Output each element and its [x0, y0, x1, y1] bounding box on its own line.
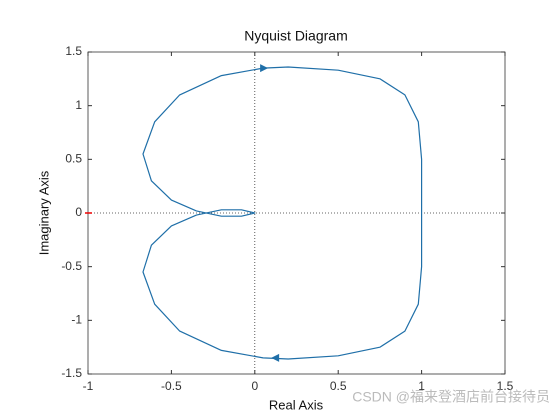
watermark: CSDN @福来登酒店前台接待员	[352, 389, 550, 405]
y-tick-label: -1	[71, 313, 82, 327]
x-axis-label: Real Axis	[269, 397, 324, 412]
y-tick-label: 1.5	[65, 44, 82, 58]
nyquist-curve	[142, 66, 423, 360]
x-tick-label: 0	[251, 379, 258, 393]
y-tick-label: 0.5	[65, 152, 82, 166]
x-tick-label: -0.5	[161, 379, 182, 393]
y-tick-label: -1.5	[61, 366, 82, 380]
x-tick-label: 0.5	[330, 379, 347, 393]
direction-arrow	[260, 64, 269, 73]
y-tick-label: -0.5	[61, 259, 82, 273]
y-tick-label: 0	[75, 205, 82, 219]
chart-title: Nyquist Diagram	[244, 28, 347, 44]
x-tick-label: -1	[83, 379, 94, 393]
x-tick-label: 1.5	[497, 379, 514, 393]
y-tick-label: 1	[75, 98, 82, 112]
y-axis-label: Imaginary Axis	[36, 170, 51, 255]
x-tick-label: 1	[418, 379, 425, 393]
direction-arrow	[271, 353, 280, 362]
